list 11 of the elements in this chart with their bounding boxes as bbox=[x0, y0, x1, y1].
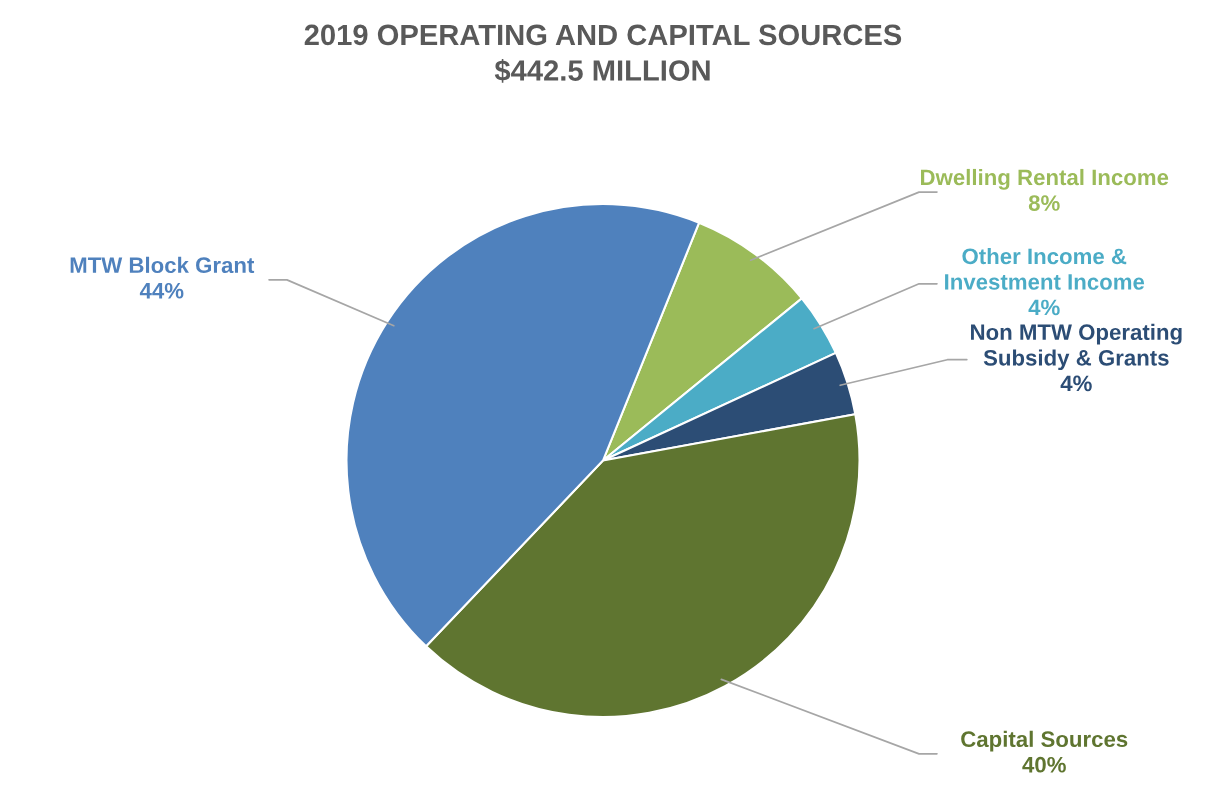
data-label: 8% bbox=[1028, 195, 1060, 211]
slice-label: Other Income & Investment Income bbox=[945, 247, 1145, 290]
data-label: 44% bbox=[139, 282, 184, 299]
data-label: 4% bbox=[1060, 375, 1092, 392]
data-label: 4% bbox=[1028, 299, 1060, 316]
slice-label: Non MTW Operating Subsidy & Grants bbox=[971, 323, 1182, 371]
slice-label: Capital Sources bbox=[961, 730, 1128, 752]
slice-label: MTW Block Grant bbox=[70, 256, 255, 274]
chart-title: 2019 OPERATING AND CAPITAL SOURCES $442.5 MILLION bbox=[304, 24, 902, 83]
data-label: 40% bbox=[1022, 756, 1066, 773]
slice-label: Dwelling Rental Income bbox=[921, 168, 1169, 190]
